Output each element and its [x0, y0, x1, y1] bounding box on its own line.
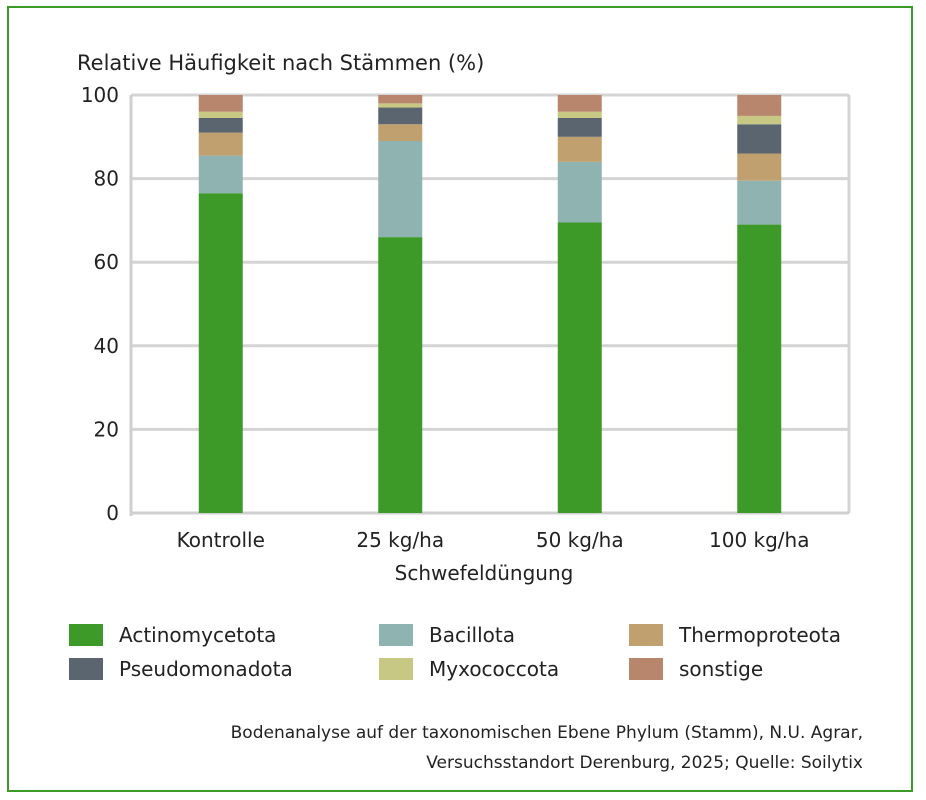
chart-frame: Relative Häufigkeit nach Stämmen (%) Sch… — [7, 6, 913, 792]
bar-segment-myxococcota — [378, 103, 423, 108]
bar-segment-pseudomonadota — [378, 107, 423, 125]
legend-label: sonstige — [679, 657, 764, 681]
bar-segment-actinomycetota — [557, 222, 602, 514]
source-line-2: Versuchsstandort Derenburg, 2025; Quelle… — [426, 753, 863, 773]
legend-item: Actinomycetota — [69, 620, 276, 650]
bar-segment-actinomycetota — [198, 193, 243, 514]
stacked-bar-chart: Relative Häufigkeit nach Stämmen (%) Sch… — [77, 51, 851, 585]
y-tick-label: 80 — [94, 167, 119, 191]
y-tick-label: 0 — [106, 501, 119, 525]
bar-segment-pseudomonadota — [198, 117, 243, 133]
bar-segment-bacillota — [557, 161, 602, 223]
legend-label: Thermoproteota — [679, 623, 841, 647]
legend-item: Bacillota — [379, 620, 515, 650]
bar-segment-myxococcota — [557, 111, 602, 118]
bar-segment-sonstige — [198, 95, 243, 112]
bar-segment-pseudomonadota — [557, 117, 602, 137]
legend-label: Actinomycetota — [119, 623, 277, 647]
bar-segment-myxococcota — [737, 115, 782, 125]
bar-segment-thermoproteota — [378, 124, 423, 141]
y-tick-label: 60 — [94, 250, 119, 274]
bar-segment-bacillota — [198, 155, 243, 194]
legend-swatch — [69, 658, 103, 680]
bar-segment-thermoproteota — [737, 153, 782, 181]
y-tick-label: 100 — [81, 83, 119, 107]
x-tick-label: 100 kg/ha — [709, 528, 809, 552]
bar-segment-actinomycetota — [737, 224, 782, 513]
x-axis-label: Schwefeldüngung — [395, 561, 574, 585]
legend-item: Thermoproteota — [629, 620, 841, 650]
legend-label: Pseudomonadota — [119, 657, 293, 681]
legend-swatch — [379, 658, 413, 680]
y-tick-label: 40 — [94, 334, 119, 358]
bar-segment-pseudomonadota — [737, 124, 782, 154]
bar-segment-bacillota — [737, 180, 782, 225]
bar-segment-bacillota — [378, 140, 423, 238]
bar-segment-actinomycetota — [378, 237, 423, 513]
legend-swatch — [379, 624, 413, 646]
legend-swatch — [629, 658, 663, 680]
bar-segment-sonstige — [737, 95, 782, 116]
bar-segment-myxococcota — [198, 111, 243, 118]
bar-segment-thermoproteota — [198, 132, 243, 156]
legend-item: Myxococcota — [379, 654, 559, 684]
bar-segment-thermoproteota — [557, 136, 602, 162]
bar-segment-sonstige — [557, 95, 602, 112]
legend-item: sonstige — [629, 654, 763, 684]
x-tick-label: 50 kg/ha — [536, 528, 624, 552]
legend-swatch — [629, 624, 663, 646]
bar-segment-sonstige — [378, 95, 423, 104]
source-line-1: Bodenanalyse auf der taxonomischen Ebene… — [230, 723, 863, 743]
x-tick-label: 25 kg/ha — [356, 528, 444, 552]
legend-item: Pseudomonadota — [69, 654, 293, 684]
chart-title: Relative Häufigkeit nach Stämmen (%) — [77, 51, 484, 75]
legend-swatch — [69, 624, 103, 646]
y-tick-label: 20 — [94, 417, 119, 441]
x-tick-label: Kontrolle — [177, 528, 265, 552]
legend: Actinomycetota Bacillota Thermoproteota Pse… — [69, 620, 889, 700]
source-note: Bodenanalyse auf der taxonomischen Ebene… — [103, 718, 863, 778]
legend-label: Bacillota — [429, 623, 515, 647]
legend-label: Myxococcota — [429, 657, 560, 681]
